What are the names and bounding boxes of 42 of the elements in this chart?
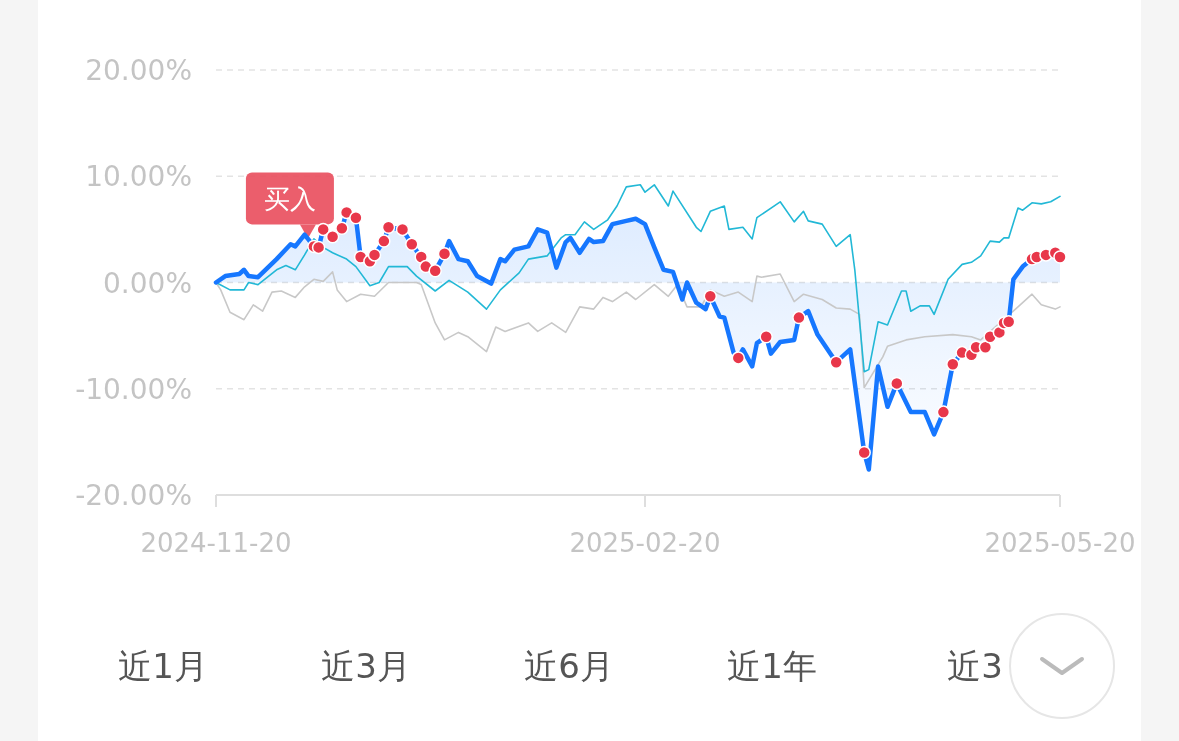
point <box>792 310 806 325</box>
callout: 买入 <box>245 172 334 239</box>
point <box>325 230 340 244</box>
point <box>311 240 326 255</box>
point <box>437 247 452 261</box>
point <box>703 289 718 304</box>
text: 近1年 <box>727 646 817 686</box>
point <box>428 264 442 278</box>
text: 近3月 <box>321 646 411 686</box>
point <box>1053 250 1067 264</box>
point <box>829 355 843 369</box>
point <box>936 405 951 419</box>
x-tick-label: 2025-02-20 <box>569 528 721 558</box>
point <box>405 237 419 252</box>
point <box>316 222 330 237</box>
line-series <box>215 184 1061 373</box>
text: 近3 <box>947 646 1003 686</box>
point <box>381 220 396 235</box>
point <box>349 210 363 225</box>
y-tick-label: -20.00% <box>75 479 192 512</box>
y-tick-label: 0.00% <box>103 266 192 300</box>
annotation: 买入 <box>263 184 316 215</box>
point <box>731 351 746 365</box>
text: 近1月 <box>118 646 208 686</box>
point <box>377 234 391 248</box>
y-tick-label: 10.00% <box>85 160 192 194</box>
point <box>335 221 349 236</box>
x-tick-label: 2024-11-20 <box>140 528 292 558</box>
text: 近6月 <box>524 646 614 686</box>
y-tick-label: 20.00% <box>85 54 192 87</box>
point <box>890 376 904 391</box>
point <box>946 357 960 372</box>
line-series <box>215 271 1061 389</box>
x-tick-label: 2025-05-20 <box>984 528 1136 558</box>
point <box>1001 315 1016 329</box>
point <box>857 445 871 460</box>
point <box>395 222 410 237</box>
y-tick-label: -10.00% <box>75 372 192 406</box>
point <box>339 205 354 220</box>
point <box>367 248 382 262</box>
point <box>978 340 993 355</box>
point <box>759 329 773 344</box>
